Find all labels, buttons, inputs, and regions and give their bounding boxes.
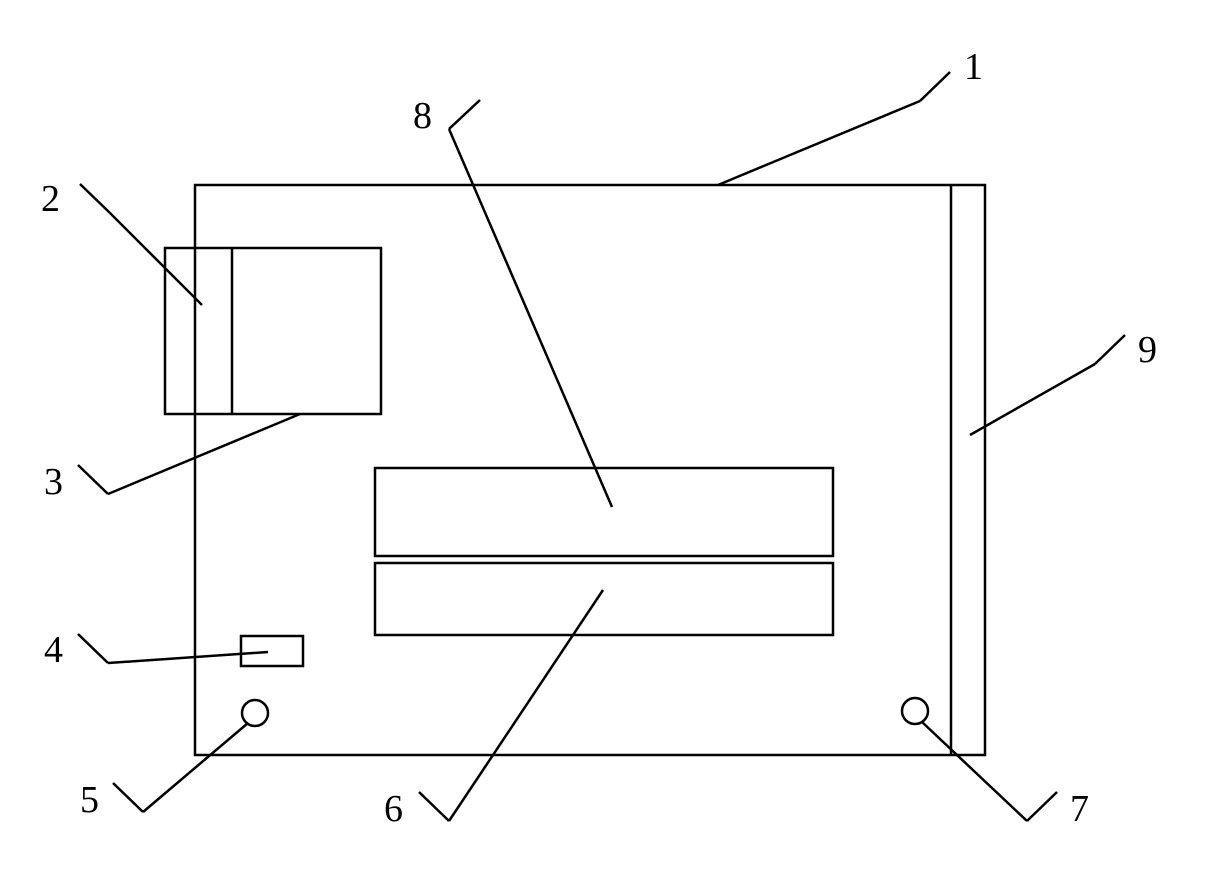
circle-left	[242, 700, 268, 726]
label-8: 8	[413, 94, 432, 138]
leader-3	[78, 414, 300, 494]
label-7: 7	[1070, 787, 1089, 831]
leader-1	[718, 72, 950, 185]
small-rect	[241, 636, 303, 666]
leader-7	[922, 722, 1057, 821]
label-6: 6	[384, 787, 403, 831]
label-2: 2	[41, 177, 60, 221]
circle-right	[902, 698, 928, 724]
leader-9	[970, 335, 1125, 435]
leader-6	[419, 590, 603, 821]
top-left-block-outer	[165, 248, 381, 414]
technical-diagram: 1 2 3 4 5 6 7 8 9	[0, 0, 1214, 873]
label-9: 9	[1138, 328, 1157, 372]
main-rect	[195, 185, 985, 755]
label-5: 5	[80, 778, 99, 822]
middle-bar-upper	[375, 468, 833, 556]
leader-2	[80, 184, 202, 305]
leader-4	[78, 634, 268, 663]
label-3: 3	[44, 460, 63, 504]
diagram-svg	[0, 0, 1214, 873]
leader-5	[113, 723, 248, 812]
label-1: 1	[964, 45, 983, 89]
middle-bar-lower	[375, 563, 833, 635]
leader-8	[449, 100, 612, 507]
label-4: 4	[44, 628, 63, 672]
